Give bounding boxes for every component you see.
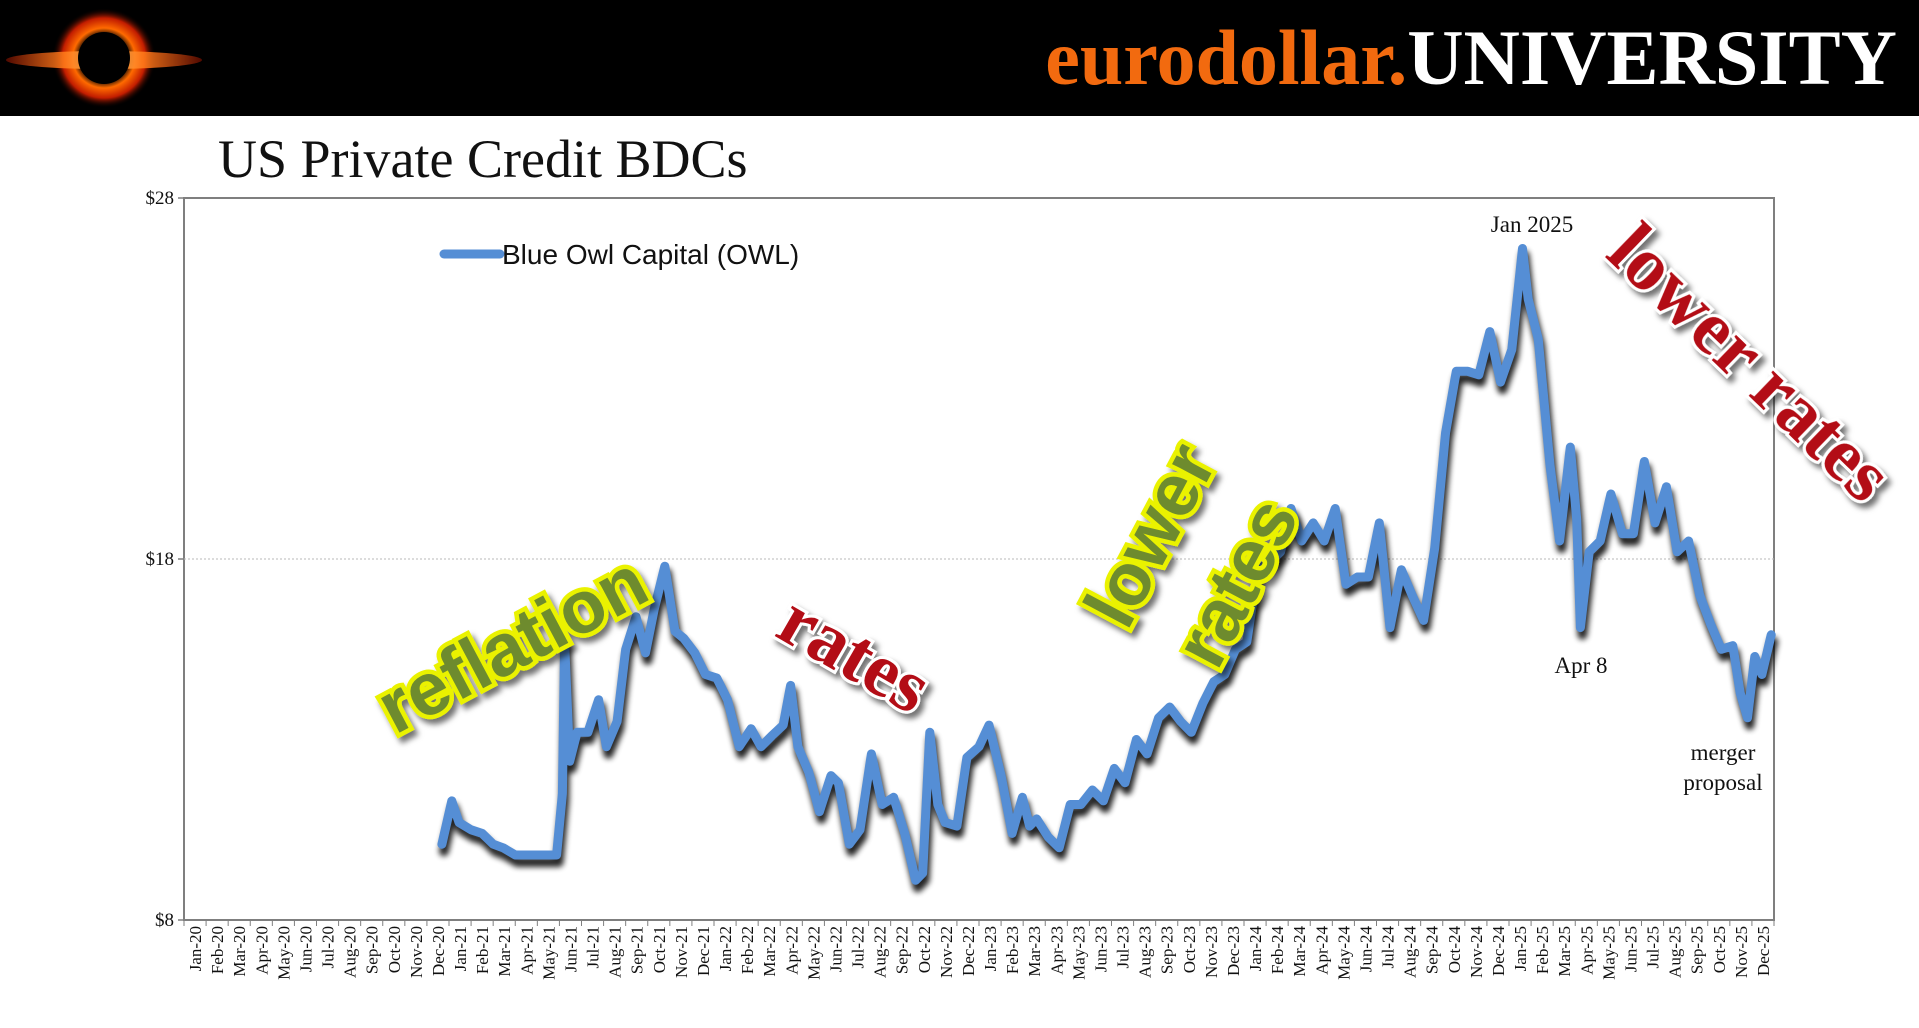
annotation-proposal: proposal: [1683, 770, 1762, 795]
x-tick-label: Jan-20: [186, 926, 205, 971]
annotation-apr-8: Apr 8: [1554, 653, 1607, 678]
y-tick-label: $28: [146, 188, 175, 209]
x-tick-label: Jan-24: [1246, 926, 1265, 972]
x-tick-label: May-23: [1069, 926, 1088, 980]
brand-wordmark: eurodollar.UNIVERSITY: [1045, 8, 1897, 108]
x-tick-label: Aug-22: [871, 926, 890, 978]
x-tick-label: Nov-23: [1202, 926, 1221, 978]
x-tick-label: Feb-20: [208, 926, 227, 974]
annotation-jan-2025: Jan 2025: [1491, 212, 1573, 237]
x-tick-label: Oct-22: [915, 926, 934, 973]
x-tick-label: May-25: [1599, 926, 1618, 980]
series-line-owl: [437, 244, 1776, 885]
x-tick-label: Mar-23: [1025, 926, 1044, 977]
x-tick-label: Dec-23: [1224, 926, 1243, 976]
x-tick-label: Mar-25: [1555, 926, 1574, 977]
logo: [0, 0, 210, 116]
y-axis: $8 $18 $28: [146, 188, 184, 931]
y-tick-label: $8: [155, 910, 174, 931]
x-tick-label: Nov-24: [1467, 926, 1486, 978]
x-tick-label: Sep-24: [1423, 926, 1442, 975]
x-tick-label: Jul-22: [849, 926, 868, 969]
x-tick-label: Feb-23: [1003, 926, 1022, 974]
x-tick-label: Sep-22: [893, 926, 912, 974]
x-tick-label: Dec-25: [1754, 926, 1773, 976]
x-tick-label: Mar-21: [495, 926, 514, 977]
x-tick-label: Mar-24: [1290, 926, 1309, 977]
x-tick-label: Sep-25: [1688, 926, 1707, 974]
x-tick-label: May-24: [1334, 926, 1353, 980]
x-tick-label: Oct-23: [1180, 926, 1199, 973]
x-tick-label: Jun-20: [296, 926, 315, 972]
x-tick-label: Jun-25: [1621, 926, 1640, 972]
x-axis: Jan-20 Feb-20 Mar-20 Apr-20 May-20 Jun-20 Jul-…: [183, 920, 1775, 980]
x-tick-label: Jan-21: [451, 926, 470, 971]
x-tick-label: Jan-25: [1511, 926, 1530, 971]
header-bar: eurodollar.UNIVERSITY: [0, 0, 1919, 116]
chart-title: US Private Credit BDCs: [218, 129, 748, 189]
x-tick-label: Oct-20: [385, 926, 404, 973]
x-tick-label: Jun-22: [826, 926, 845, 972]
x-tick-label: Apr-20: [252, 926, 271, 975]
x-tick-label: Aug-25: [1666, 926, 1685, 978]
x-tick-label: Jan-22: [716, 926, 735, 971]
x-tick-label: Oct-24: [1445, 926, 1464, 974]
x-tick-label: Sep-21: [628, 926, 647, 974]
x-tick-label: Feb-22: [738, 926, 757, 974]
x-tick-label: Aug-21: [606, 926, 625, 978]
x-tick-label: Feb-24: [1268, 926, 1287, 975]
x-tick-label: Jan-23: [981, 926, 1000, 971]
legend: Blue Owl Capital (OWL): [439, 239, 799, 270]
legend-label: Blue Owl Capital (OWL): [502, 239, 799, 270]
x-tick-label: Apr-21: [517, 926, 536, 975]
x-tick-label: Jun-24: [1356, 926, 1375, 973]
x-tick-label: Mar-20: [230, 926, 249, 977]
x-tick-label: Sep-23: [1158, 926, 1177, 974]
x-tick-label: Jul-25: [1644, 926, 1663, 969]
x-tick-label: Apr-22: [782, 926, 801, 975]
x-tick-label: Jun-23: [1091, 926, 1110, 972]
x-tick-label: Apr-25: [1577, 926, 1596, 975]
x-tick-label: Apr-23: [1047, 926, 1066, 975]
x-tick-label: Jul-20: [319, 926, 338, 969]
black-hole-logo-icon: [6, 8, 202, 108]
x-tick-label: Dec-20: [429, 926, 448, 976]
x-tick-label: Dec-24: [1489, 926, 1508, 977]
x-tick-label: Feb-25: [1533, 926, 1552, 974]
x-tick-label: Nov-25: [1732, 926, 1751, 978]
x-tick-label: May-22: [804, 926, 823, 980]
plot-frame: [183, 197, 1775, 921]
x-tick-label: Dec-21: [694, 926, 713, 976]
x-tick-label: Jul-24: [1379, 926, 1398, 969]
x-tick-label: Nov-20: [407, 926, 426, 978]
x-tick-label: Oct-25: [1710, 926, 1729, 973]
x-tick-label: Apr-24: [1312, 926, 1331, 975]
x-tick-label: May-21: [539, 926, 558, 980]
x-tick-label: Aug-24: [1401, 926, 1420, 978]
x-tick-label: Aug-20: [341, 926, 360, 978]
x-tick-label: Aug-23: [1136, 926, 1155, 978]
brand-part-university: UNIVERSITY: [1407, 14, 1897, 101]
x-tick-label: Jul-23: [1114, 926, 1133, 969]
x-tick-label: Feb-21: [473, 926, 492, 974]
x-tick-label: Mar-22: [760, 926, 779, 977]
x-tick-label: Nov-22: [937, 926, 956, 978]
x-tick-label: May-20: [274, 926, 293, 980]
x-tick-label: Sep-20: [363, 926, 382, 974]
x-tick-label: Nov-21: [672, 926, 691, 978]
overlay-labels: reflation rates lower rates lower rates: [359, 205, 1912, 754]
brand-part-eurodollar: eurodollar.: [1045, 14, 1408, 101]
x-tick-label: Jun-21: [561, 926, 580, 972]
x-tick-label: Jul-21: [584, 926, 603, 969]
y-tick-label: $18: [146, 549, 175, 570]
x-tick-label: Dec-22: [959, 926, 978, 976]
annotation-merger: merger: [1691, 740, 1756, 765]
x-tick-label: Oct-21: [650, 926, 669, 973]
